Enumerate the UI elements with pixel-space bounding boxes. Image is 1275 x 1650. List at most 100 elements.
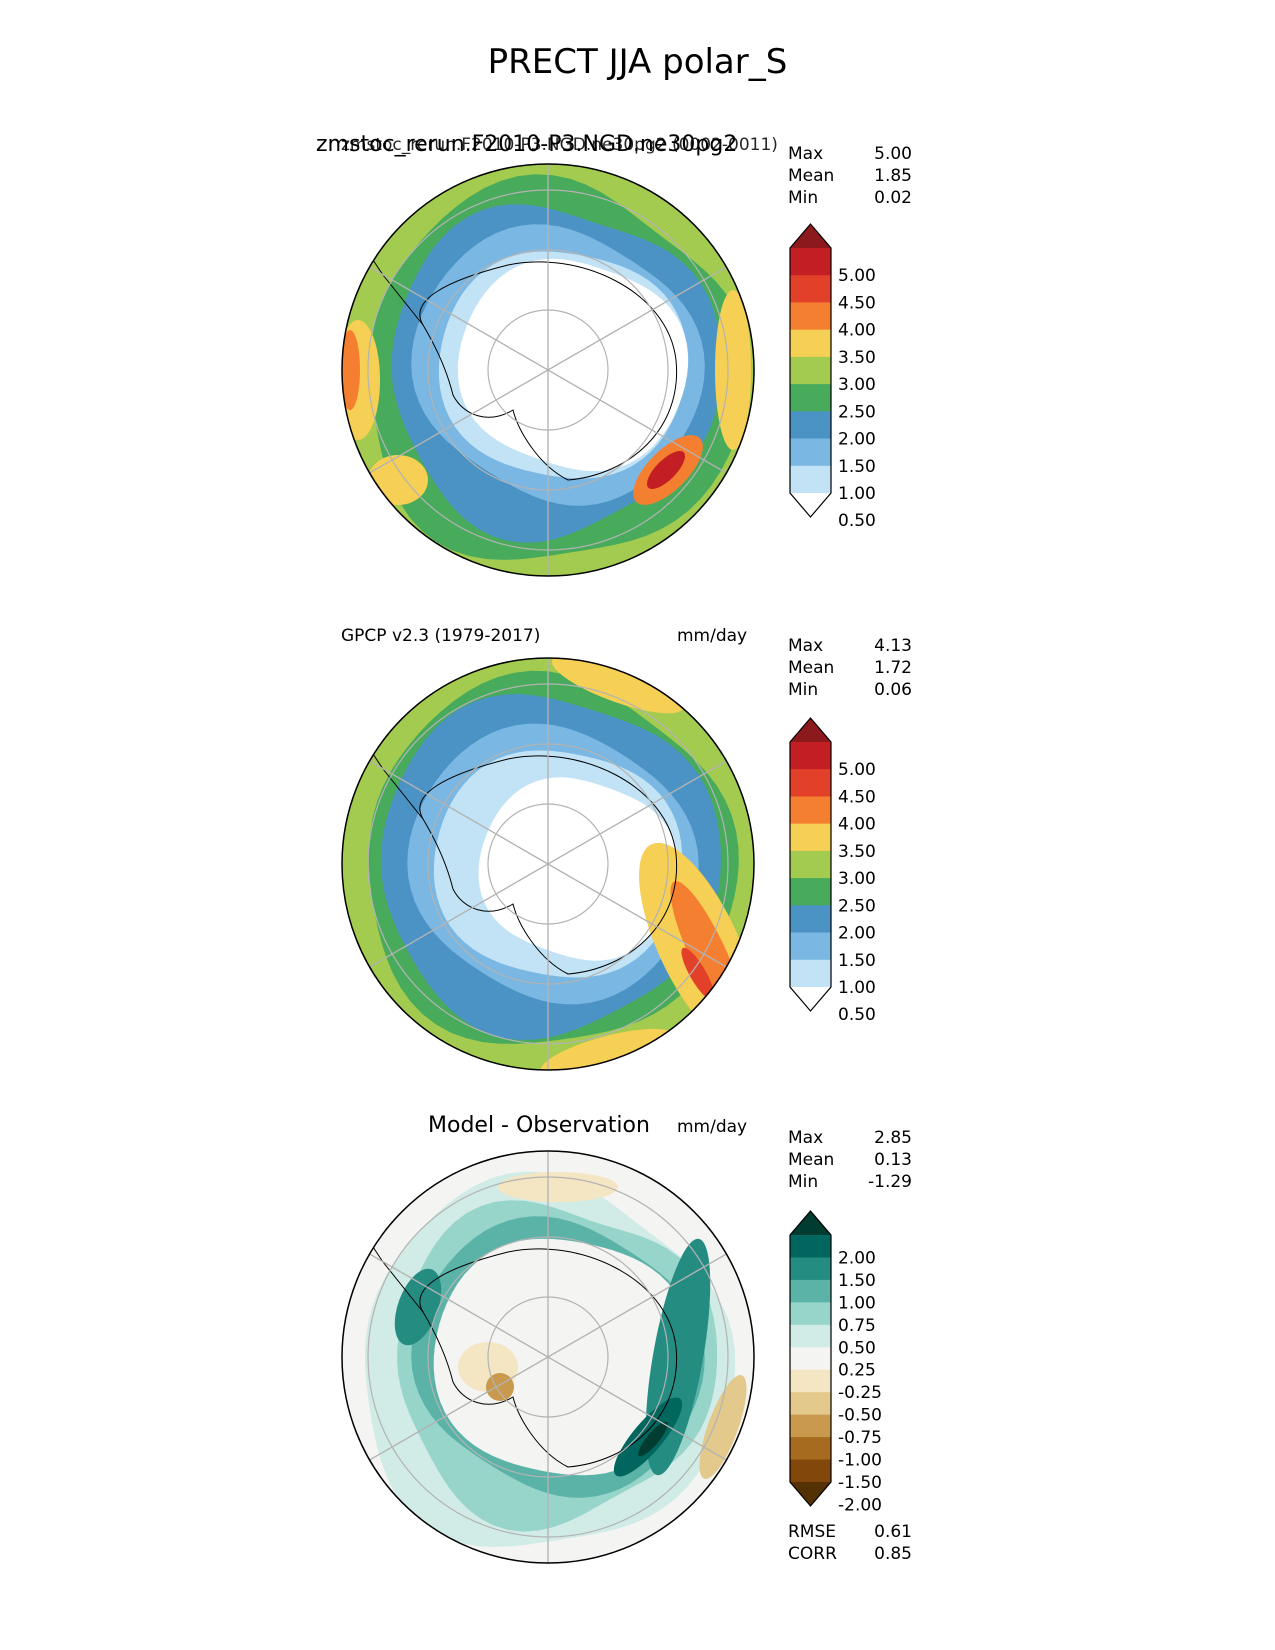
colorbar-1: 5.00 4.50 4.00 3.50 3.00 2.50 2.00 1.50 1.00 0.50 (789, 223, 876, 531)
stat-label: Min (788, 188, 819, 208)
contour-band (342, 330, 360, 410)
colorbar-extend-top (790, 224, 831, 248)
colorbar-swatch (790, 1392, 831, 1416)
stat-label: Max (788, 144, 824, 164)
colorbar-tick-label: 1.50 (838, 1271, 876, 1291)
colorbar-tick-label: 1.50 (838, 951, 876, 971)
colorbar-extend-top (790, 1211, 831, 1235)
colorbar-swatch (790, 1235, 831, 1258)
colorbar-tick-label: -1.50 (838, 1473, 882, 1493)
contour-band (486, 1373, 514, 1401)
colorbar-swatch (790, 384, 831, 412)
stat-value: -1.29 (868, 1172, 912, 1192)
colorbar-swatch (790, 1369, 831, 1393)
colorbar-tick-label: 2.50 (838, 896, 876, 916)
colorbar-tick-label: 2.50 (838, 402, 876, 422)
stat-label: Min (788, 680, 819, 700)
colorbar-swatch (790, 932, 831, 961)
contour-band (498, 1172, 618, 1202)
stat-label: Min (788, 1172, 819, 1192)
contour-band (638, 1421, 668, 1457)
meridian-line (369, 266, 727, 474)
contour-band (699, 1375, 747, 1479)
colorbar-swatch (790, 742, 831, 770)
colorbar-3: 2.00 1.501.00 0.750.50 0.25-0.25 -0.50-0.75 -… (789, 1210, 882, 1515)
colorbar-tick-label: 3.00 (838, 375, 876, 395)
colorbar-swatch (790, 959, 831, 988)
colorbar-swatch (790, 329, 831, 358)
contour-band (478, 777, 678, 961)
figure-title: PRECT JJA polar_S (487, 42, 788, 82)
colorbar-swatch (790, 1257, 831, 1281)
panel2-units: mm/day (677, 626, 748, 646)
stat-label: RMSE (788, 1522, 837, 1542)
contour-band (368, 455, 428, 505)
panel1-title-large: zmstoc_rerun.F2010-P3.NGD.ne30pg2 (316, 132, 738, 157)
colorbar-tick-label: -0.75 (838, 1428, 882, 1448)
colorbar-tick-label: -2.00 (838, 1495, 882, 1515)
contour-band (433, 1238, 693, 1476)
colorbar-tick-label: -1.00 (838, 1451, 882, 1471)
colorbar-outline (789, 223, 832, 518)
stat-label: Max (788, 636, 824, 656)
polar-map-2 (341, 657, 755, 1071)
stat-value: 0.02 (874, 188, 912, 208)
colorbar-swatch (790, 1302, 831, 1326)
stat-label: Mean (788, 166, 835, 186)
map-boundary (341, 657, 755, 1071)
colorbar-extend-bottom (790, 1482, 831, 1506)
colorbar-swatch (790, 1437, 831, 1461)
colorbar-extend-top (790, 718, 831, 742)
colorbar-swatch (790, 796, 831, 825)
colorbar-tick-label: 2.00 (838, 430, 876, 450)
contour-band (646, 450, 686, 490)
stat-label: Max (788, 1128, 824, 1148)
colorbar-swatch (790, 275, 831, 303)
stat-value: 1.85 (874, 166, 912, 186)
colorbar-tick-label: 3.50 (838, 842, 876, 862)
colorbar-tick-label: 0.25 (838, 1361, 876, 1381)
colorbar-tick-label: 3.00 (838, 869, 876, 889)
map-boundary (341, 1150, 755, 1564)
colorbar-swatch (790, 356, 831, 385)
colorbar-tick-label: -0.25 (838, 1383, 882, 1403)
meridian-line (369, 1253, 727, 1461)
map-boundary (341, 163, 755, 577)
colorbar-swatch (790, 1279, 831, 1303)
colorbar-swatch (790, 411, 831, 440)
colorbar-tick-label: -0.50 (838, 1406, 882, 1426)
colorbar-tick-label: 1.00 (838, 1293, 876, 1313)
colorbar-tick-label: 4.00 (838, 321, 876, 341)
panel3-title: Model - Observation (428, 1113, 650, 1138)
stat-label: Mean (788, 658, 835, 678)
colorbar-tick-label: 0.50 (838, 511, 876, 531)
panel3-units: mm/day (677, 1117, 748, 1137)
colorbar-swatch (790, 438, 831, 467)
colorbar-2: 5.00 4.50 4.00 3.50 3.00 2.50 2.00 1.50 1.00 0.50 (789, 717, 876, 1025)
stat-label: Mean (788, 1150, 835, 1170)
colorbar-tick-label: 1.50 (838, 457, 876, 477)
colorbar-tick-label: 5.00 (838, 266, 876, 286)
stat-value: 4.13 (874, 636, 912, 656)
colorbar-swatch (790, 905, 831, 934)
stat-value: 5.00 (874, 144, 912, 164)
colorbar-tick-label: 4.00 (838, 815, 876, 835)
contour-band (681, 947, 715, 1001)
stat-label: CORR (788, 1544, 837, 1564)
stat-value: 2.85 (874, 1128, 912, 1148)
colorbar-tick-label: 2.00 (838, 924, 876, 944)
colorbar-tick-label: 0.50 (838, 1338, 876, 1358)
stat-value: 0.61 (874, 1522, 912, 1542)
colorbar-swatch (790, 1324, 831, 1348)
colorbar-extend-bottom (790, 493, 831, 517)
colorbar-swatch (790, 1414, 831, 1438)
stat-value: 0.06 (874, 680, 912, 700)
contour-band (394, 1268, 442, 1346)
contour-band (551, 658, 685, 714)
polar-map-3 (341, 1150, 755, 1564)
colorbar-swatch (790, 1347, 831, 1371)
colorbar-swatch (790, 823, 831, 852)
colorbar-tick-label: 0.75 (838, 1316, 876, 1336)
colorbar-outline (789, 717, 832, 1012)
contour-band (540, 1028, 676, 1070)
